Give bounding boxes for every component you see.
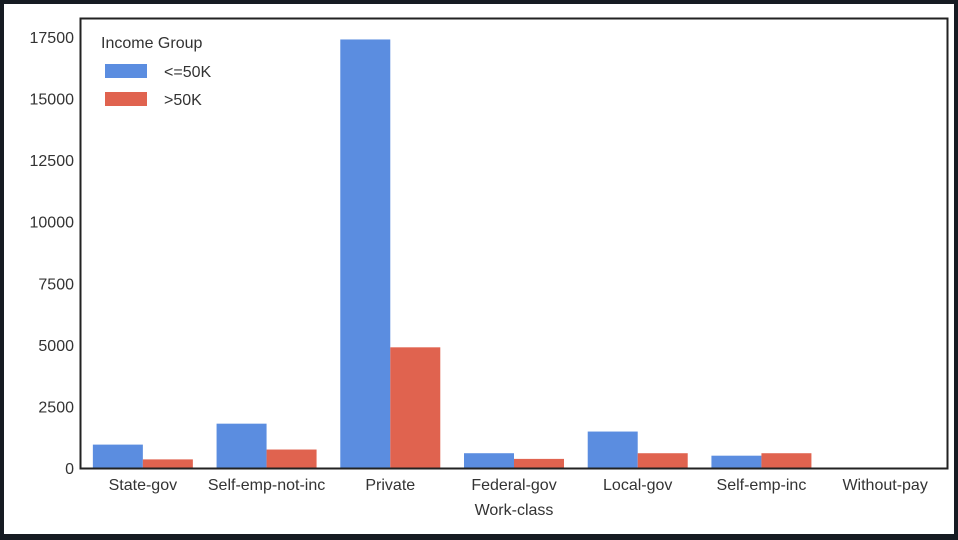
bar-state-gov-gt50k — [142, 459, 193, 468]
legend-swatch-le50k — [105, 64, 147, 78]
y-tick-label-7500: 7500 — [38, 276, 74, 293]
bar-self-emp-inc-le50k — [711, 455, 762, 468]
x-tick-label-self-emp-inc: Self-emp-inc — [717, 477, 807, 494]
bar-self-emp-inc-gt50k — [761, 453, 812, 468]
bar-self-emp-not-inc-gt50k — [266, 449, 317, 468]
bar-federal-gov-le50k — [464, 453, 514, 468]
legend-label-le50k: <=50K — [164, 64, 211, 81]
x-tick-label-self-emp-not-inc: Self-emp-not-inc — [208, 477, 325, 494]
bar-private-gt50k — [390, 347, 441, 468]
y-tick-label-12500: 12500 — [30, 153, 75, 170]
legend: Income Group <=50K >50K — [101, 35, 211, 109]
bar-state-gov-le50k — [92, 444, 143, 468]
legend-label-gt50k: >50K — [164, 92, 202, 109]
bar-local-gov-le50k — [587, 431, 638, 468]
y-tick-label-17500: 17500 — [30, 30, 75, 47]
bar-self-emp-not-inc-le50k — [216, 423, 267, 468]
plot-border — [79, 17, 949, 470]
y-tick-label-15000: 15000 — [30, 92, 75, 109]
x-tick-label-state-gov: State-gov — [109, 477, 177, 494]
x-tick-label-private: Private — [365, 477, 415, 494]
x-axis-label: Work-class — [475, 502, 554, 519]
x-tick-label-local-gov: Local-gov — [603, 477, 672, 494]
bar-chart: 0 2500 5000 7500 10000 12500 15000 17500 State-… — [30, 17, 949, 519]
y-tick-label-10000: 10000 — [30, 215, 75, 232]
y-tick-label-5000: 5000 — [38, 338, 74, 355]
x-tick-label-without-pay: Without-pay — [842, 477, 927, 494]
bar-federal-gov-gt50k — [514, 458, 564, 468]
legend-title: Income Group — [101, 35, 202, 52]
chart-frame: 0 2500 5000 7500 10000 12500 15000 17500 State-… — [4, 4, 954, 534]
x-tick-label-federal-gov: Federal-gov — [471, 477, 556, 494]
bar-local-gov-gt50k — [637, 453, 688, 468]
x-axis-ticks: State-gov Self-emp-not-inc Private Federal-… — [109, 477, 928, 494]
y-tick-label-2500: 2500 — [38, 399, 74, 416]
bars-group — [92, 39, 812, 468]
y-axis-ticks: 0 2500 5000 7500 10000 12500 15000 17500 — [30, 30, 75, 478]
legend-swatch-gt50k — [105, 92, 147, 106]
bar-private-le50k — [340, 39, 391, 468]
y-tick-label-0: 0 — [65, 461, 74, 478]
